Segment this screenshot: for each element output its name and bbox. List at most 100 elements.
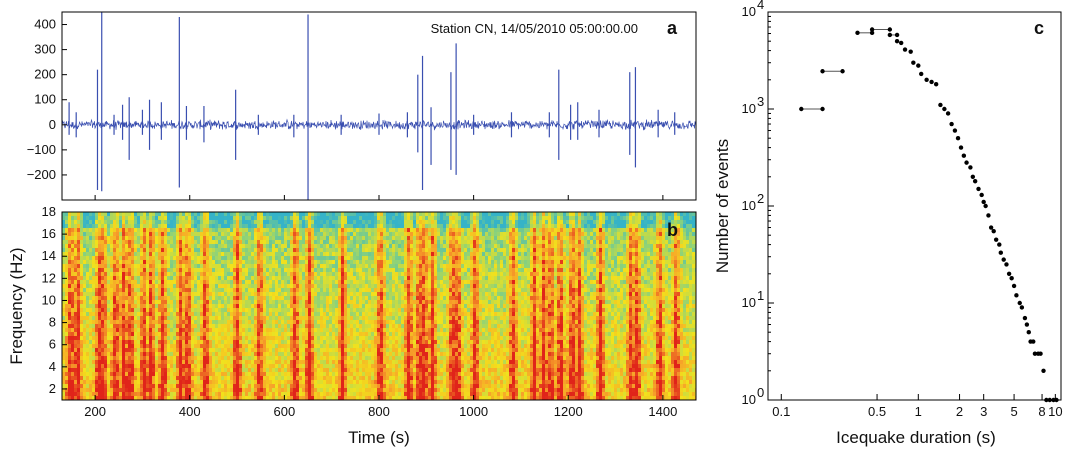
spectrogram-cell [107, 264, 111, 269]
spectrogram-cell [347, 244, 351, 249]
spectrogram-cell [233, 348, 237, 353]
spectrogram-cell [170, 268, 174, 273]
spectrogram-cell [164, 228, 168, 233]
spectrogram-cell [110, 348, 114, 353]
spectrogram-cell [152, 324, 156, 329]
spectrogram-cell [275, 264, 279, 269]
spectrogram-cell [188, 360, 192, 365]
spectrogram-cell [110, 288, 114, 293]
spectrogram-cell [302, 244, 306, 249]
spectrogram-cell [110, 376, 114, 381]
spectrogram-cell [188, 212, 192, 217]
spectrogram-cell [290, 316, 294, 321]
spectrogram-cell [233, 276, 237, 281]
spectrogram-cell [221, 292, 225, 297]
spectrogram-cell [89, 364, 93, 369]
spectrogram-cell [371, 256, 375, 261]
spectrogram-cell [143, 276, 147, 281]
spectrogram-cell [284, 316, 288, 321]
spectrogram-cell [308, 340, 312, 345]
spectrogram-cell [344, 248, 348, 253]
spectrogram-cell [257, 292, 261, 297]
spectrogram-cell [98, 356, 102, 361]
spectrogram-cell [101, 364, 105, 369]
spectrogram-cell [131, 396, 135, 400]
spectrogram-cell [203, 320, 207, 325]
spectrogram-cell [293, 304, 297, 309]
spectrogram-cell [239, 328, 243, 333]
spectrogram-cell [68, 212, 72, 217]
spectrogram-cell [65, 264, 69, 269]
spectrogram-cell [215, 232, 219, 237]
spectrogram-cell [311, 356, 315, 361]
spectrogram-cell [128, 380, 132, 385]
spectrogram-cell [161, 340, 165, 345]
spectrogram-cell [368, 348, 372, 353]
spectrogram-cell [209, 368, 213, 373]
spectrogram-cell [143, 296, 147, 301]
spectrogram-cell [284, 384, 288, 389]
spectrogram-cell [140, 336, 144, 341]
spectrogram-cell [158, 356, 162, 361]
spectrogram-cell [365, 344, 369, 349]
spectrogram-cell [173, 248, 177, 253]
spectrogram-cell [224, 316, 228, 321]
spectrogram-cell [140, 320, 144, 325]
spectrogram-cell [185, 376, 189, 381]
spectrogram-cell [335, 272, 339, 277]
spectrogram-cell [65, 288, 69, 293]
spectrogram-cell [182, 376, 186, 381]
spectrogram-cell [80, 380, 84, 385]
spectrogram-cell [329, 368, 333, 373]
spectrogram-cell [110, 276, 114, 281]
spectrogram-cell [74, 256, 78, 261]
spectrogram-cell [146, 292, 150, 297]
spectrogram-cell [167, 376, 171, 381]
spectrogram-cell [152, 388, 156, 393]
spectrogram-cell [161, 304, 165, 309]
spectrogram-cell [308, 220, 312, 225]
spectrogram-cell [338, 392, 342, 397]
spectrogram-cell [194, 332, 198, 337]
spectrogram-cell [305, 328, 309, 333]
spectrogram-cell [347, 216, 351, 221]
spectrogram-cell [101, 300, 105, 305]
spectrogram-cell [119, 232, 123, 237]
spectrogram-cell [332, 308, 336, 313]
spectrogram-cell [101, 372, 105, 377]
spectrogram-cell [170, 392, 174, 397]
spectrogram-cell [359, 260, 363, 265]
spectrogram-cell [257, 236, 261, 241]
spectrogram-cell [263, 328, 267, 333]
spectrogram-cell [275, 304, 279, 309]
spectrogram-cell [62, 288, 66, 293]
spectrogram-cell [92, 364, 96, 369]
spectrogram-cell [179, 272, 183, 277]
spectrogram-cell [185, 280, 189, 285]
spectrogram-cell [212, 272, 216, 277]
spectrogram-cell [212, 324, 216, 329]
spectrogram-cell [362, 220, 366, 225]
spectrogram-cell [206, 340, 210, 345]
spectrogram-cell [101, 336, 105, 341]
spectrogram-cell [98, 216, 102, 221]
spectrogram-cell [86, 304, 90, 309]
spectrogram-cell [107, 308, 111, 313]
spectrogram-cell [245, 364, 249, 369]
spectrogram-cell [143, 324, 147, 329]
spectrogram-cell [257, 240, 261, 245]
spectrogram-cell [203, 292, 207, 297]
spectrogram-cell [86, 240, 90, 245]
spectrogram-cell [113, 320, 117, 325]
spectrogram-cell [287, 316, 291, 321]
spectrogram-cell [77, 368, 81, 373]
spectrogram-cell [143, 392, 147, 397]
spectrogram-cell [332, 212, 336, 217]
spectrogram-cell [224, 252, 228, 257]
spectrogram-cell [317, 380, 321, 385]
spectrogram-cell [197, 264, 201, 269]
spectrogram-cell [221, 276, 225, 281]
spectrogram-cell [197, 272, 201, 277]
spectrogram-cell [287, 272, 291, 277]
spectrogram-cell [143, 228, 147, 233]
